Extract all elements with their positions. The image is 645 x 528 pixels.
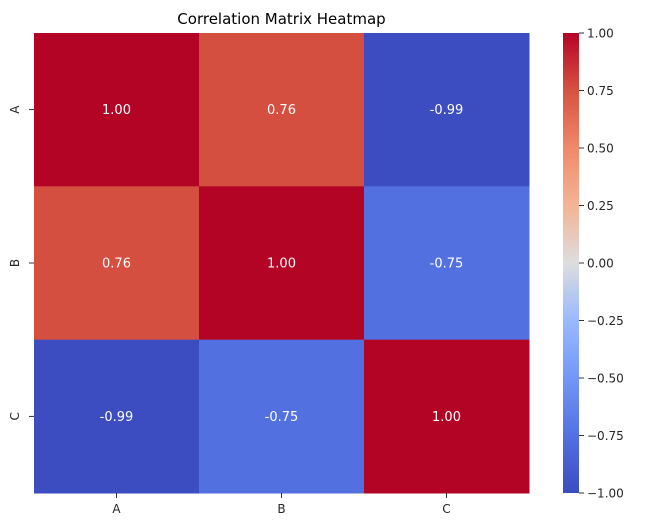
heatmap-cell: [199, 186, 365, 341]
x-tick-label: C: [442, 502, 450, 516]
colorbar-tick-label: −0.25: [587, 314, 624, 328]
heatmap-cell: [364, 339, 530, 494]
cell-label: -0.75: [265, 410, 299, 425]
x-tick-label: B: [277, 502, 285, 516]
x-axis: A B C: [112, 493, 451, 516]
cell-annotations: 1.00 0.76 -0.99 0.76 1.00 -0.75 -0.99 -0.75 1.00: [100, 103, 464, 425]
heatmap-cell: [364, 33, 530, 187]
heatmap-cell: [199, 33, 365, 187]
x-tick-label: A: [112, 502, 121, 516]
cell-label: 0.76: [267, 103, 296, 118]
colorbar-ticks: 1.00 0.75 0.50 0.25 0.00 −0.25 −0.50 −0.75 −1.00: [579, 27, 624, 501]
heatmap-cell: [34, 33, 200, 187]
colorbar-tick-label: 0.00: [587, 257, 614, 271]
colorbar-tick-label: 0.50: [587, 142, 614, 156]
cell-label: 1.00: [432, 410, 461, 425]
colorbar-tick-label: 0.75: [587, 84, 614, 98]
heatmap-cell: [34, 339, 200, 494]
heatmap-cells: [34, 33, 530, 494]
cell-label: 0.76: [102, 257, 131, 272]
y-tick-label: A: [8, 105, 22, 114]
colorbar-tick-label: 0.25: [587, 199, 614, 213]
heatmap-cell: [199, 339, 365, 494]
y-axis: A B C: [8, 105, 34, 421]
colorbar: [563, 33, 579, 493]
colorbar-tick-label: 1.00: [587, 27, 614, 41]
heatmap-cell: [364, 186, 530, 341]
colorbar-tick-label: −1.00: [587, 487, 624, 501]
chart-title: Correlation Matrix Heatmap: [177, 10, 385, 28]
cell-label: 1.00: [267, 257, 296, 272]
cell-label: -0.75: [430, 257, 464, 272]
cell-label: -0.99: [430, 103, 464, 118]
cell-label: -0.99: [100, 410, 134, 425]
colorbar-tick-label: −0.50: [587, 372, 624, 386]
cell-label: 1.00: [102, 103, 131, 118]
y-tick-label: B: [8, 259, 22, 267]
heatmap-cell: [34, 186, 200, 341]
colorbar-tick-label: −0.75: [587, 429, 624, 443]
y-tick-label: C: [8, 412, 22, 420]
